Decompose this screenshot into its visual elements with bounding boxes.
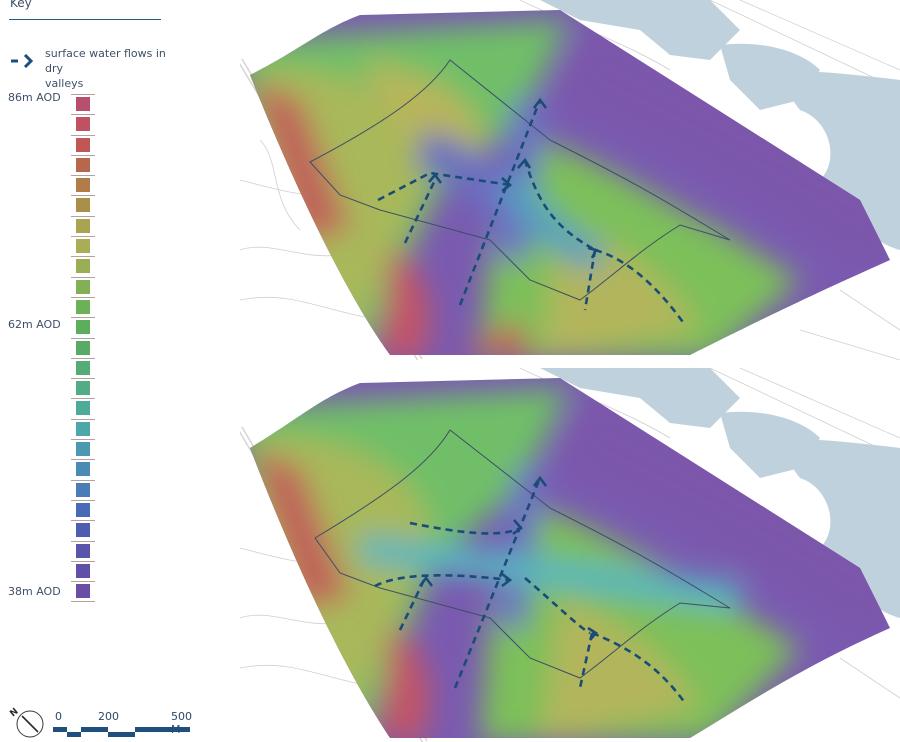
key-divider xyxy=(9,19,161,20)
elevation-swatch xyxy=(71,296,95,317)
swatch-divider xyxy=(71,520,95,522)
scale-label-0: 0 xyxy=(55,710,62,723)
elevation-swatch xyxy=(71,195,95,215)
swatch-color xyxy=(76,523,90,538)
proposed-topography-map xyxy=(240,368,900,742)
swatch-divider xyxy=(71,154,95,156)
elevation-swatch xyxy=(71,215,95,236)
swatch-divider xyxy=(71,601,95,603)
elevation-mid-label: 62m AOD xyxy=(8,318,61,331)
swatch-color xyxy=(76,218,90,233)
north-arrow-icon: N xyxy=(8,707,44,738)
scale-label-200: 200 xyxy=(98,710,119,723)
elevation-swatch xyxy=(71,337,95,358)
elevation-swatch xyxy=(71,114,95,134)
elevation-swatch xyxy=(71,94,95,114)
swatch-divider xyxy=(71,418,95,420)
swatch-divider xyxy=(71,439,95,441)
swatch-color xyxy=(76,584,90,599)
elevation-swatch xyxy=(71,398,95,418)
swatch-divider xyxy=(71,479,95,481)
flow-legend-line2: valleys xyxy=(45,77,84,90)
elevation-swatch xyxy=(71,540,95,561)
swatch-color xyxy=(76,502,90,517)
elevation-swatch xyxy=(71,276,95,297)
swatch-divider xyxy=(71,337,95,339)
elevation-swatch xyxy=(71,560,95,581)
elevation-swatch xyxy=(71,175,95,195)
swatch-divider xyxy=(71,195,95,197)
elevation-swatch xyxy=(71,479,95,500)
swatch-color xyxy=(76,462,90,477)
swatch-color xyxy=(76,239,90,254)
swatch-divider xyxy=(71,215,95,217)
swatch-divider xyxy=(71,276,95,278)
elevation-swatch xyxy=(71,154,95,175)
flow-legend-line1: surface water flows in dry xyxy=(45,47,166,75)
elevation-swatch xyxy=(71,499,95,520)
swatch-color xyxy=(76,299,90,314)
swatch-divider xyxy=(71,540,95,542)
swatch-color xyxy=(76,178,90,193)
swatch-divider xyxy=(71,256,95,258)
swatch-divider xyxy=(71,236,95,238)
swatch-color xyxy=(76,482,90,497)
existing-topography-map xyxy=(240,0,900,360)
swatch-color xyxy=(76,340,90,355)
elevation-swatch xyxy=(71,256,95,276)
swatch-color xyxy=(76,157,90,172)
elevation-swatch xyxy=(71,357,95,378)
swatch-color xyxy=(76,381,90,396)
key-title: Key xyxy=(10,0,32,10)
elevation-swatch xyxy=(71,378,95,398)
swatch-color xyxy=(76,442,90,457)
swatch-color xyxy=(76,543,90,558)
swatch-divider xyxy=(71,317,95,319)
swatch-color xyxy=(76,563,90,578)
swatch-color xyxy=(76,360,90,375)
swatch-divider xyxy=(71,459,95,461)
flow-arrows xyxy=(377,99,687,326)
swatch-divider xyxy=(71,94,95,95)
flow-legend-label: surface water flows in dry valleys xyxy=(45,46,185,91)
swatch-divider xyxy=(71,581,95,583)
elevation-swatch xyxy=(71,520,95,540)
elevation-swatch xyxy=(71,418,95,439)
swatch-divider xyxy=(71,296,95,298)
swatch-color xyxy=(76,421,90,436)
swatch-color xyxy=(76,198,90,213)
swatch-divider xyxy=(71,357,95,359)
swatch-divider xyxy=(71,114,95,116)
elevation-swatch xyxy=(71,439,95,459)
elevation-swatch xyxy=(71,581,95,601)
elevation-swatch xyxy=(71,236,95,256)
swatch-color xyxy=(76,259,90,274)
swatch-color xyxy=(76,137,90,152)
swatch-divider xyxy=(71,134,95,136)
swatch-color xyxy=(76,279,90,294)
elevation-swatch xyxy=(71,459,95,479)
swatch-color xyxy=(76,97,90,111)
site-boundary xyxy=(309,59,731,301)
swatch-divider xyxy=(71,398,95,400)
flow-arrowheads xyxy=(428,97,598,259)
scale-bar-graphic xyxy=(53,727,190,737)
dashed-arrow-icon xyxy=(11,54,34,68)
elevation-ramp xyxy=(71,94,95,603)
swatch-color xyxy=(76,401,90,416)
swatch-color xyxy=(76,117,90,132)
elevation-swatch xyxy=(71,134,95,155)
swatch-color xyxy=(76,320,90,335)
elevation-top-label: 86m AOD xyxy=(8,91,61,104)
swatch-divider xyxy=(71,560,95,562)
elevation-bottom-label: 38m AOD xyxy=(8,585,61,598)
elevation-swatch xyxy=(71,317,95,337)
swatch-divider xyxy=(71,378,95,380)
water-bodies xyxy=(540,0,900,250)
swatch-divider xyxy=(71,499,95,501)
swatch-divider xyxy=(71,175,95,177)
